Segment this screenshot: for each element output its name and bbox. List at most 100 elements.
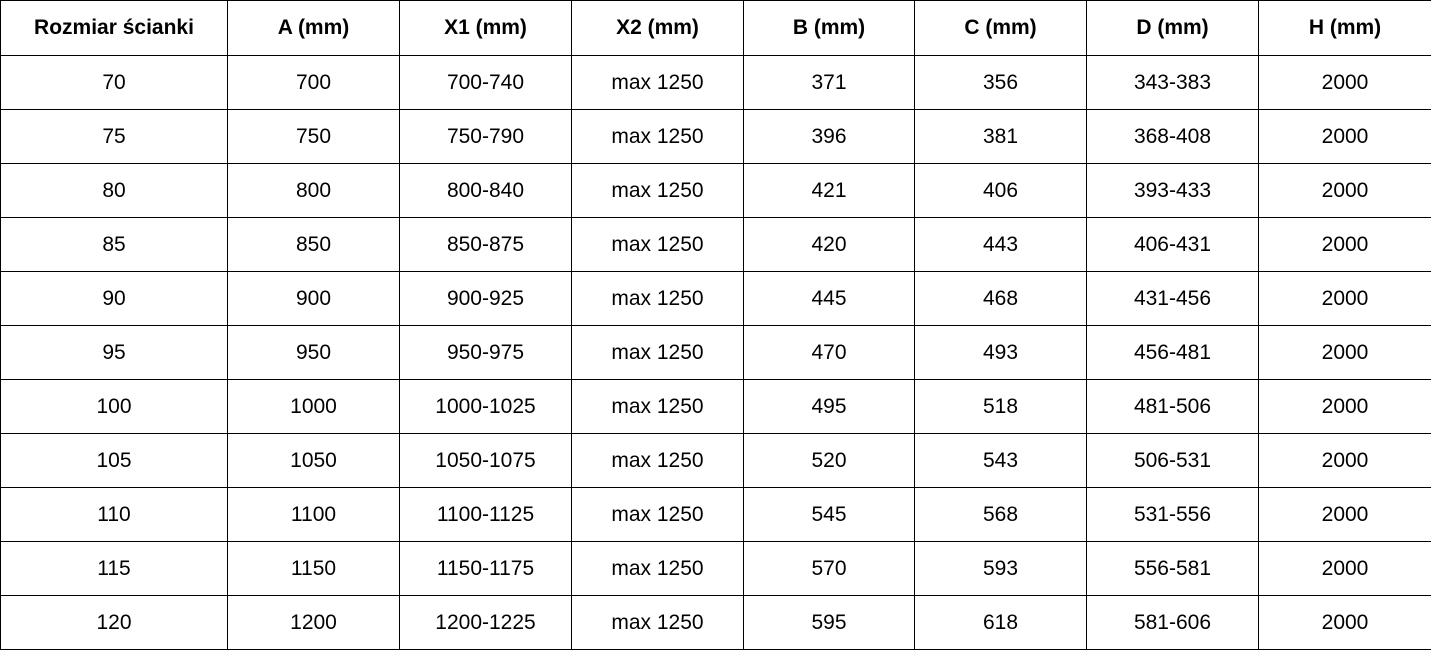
table-cell: 70: [1, 56, 228, 110]
table-cell: 1100-1125: [400, 488, 572, 542]
table-cell: 1150-1175: [400, 542, 572, 596]
column-header: Rozmiar ścianki: [1, 1, 228, 56]
column-header: H (mm): [1259, 1, 1431, 56]
table-cell: 85: [1, 218, 228, 272]
table-cell: max 1250: [572, 596, 744, 650]
table-cell: 2000: [1259, 434, 1431, 488]
table-cell: 100: [1, 380, 228, 434]
table-cell: 495: [744, 380, 915, 434]
table-cell: 2000: [1259, 164, 1431, 218]
table-cell: 950: [228, 326, 400, 380]
table-cell: 105: [1, 434, 228, 488]
table-cell: max 1250: [572, 164, 744, 218]
table-cell: 2000: [1259, 596, 1431, 650]
table-cell: max 1250: [572, 218, 744, 272]
table-cell: 1000: [228, 380, 400, 434]
table-cell: max 1250: [572, 434, 744, 488]
table-cell: 556-581: [1087, 542, 1259, 596]
table-cell: 406: [915, 164, 1087, 218]
table-cell: 700: [228, 56, 400, 110]
column-header: D (mm): [1087, 1, 1259, 56]
table-cell: 2000: [1259, 326, 1431, 380]
table-cell: 1000-1025: [400, 380, 572, 434]
table-cell: 520: [744, 434, 915, 488]
table-cell: 120: [1, 596, 228, 650]
table-cell: max 1250: [572, 542, 744, 596]
table-cell: 2000: [1259, 56, 1431, 110]
table-cell: max 1250: [572, 380, 744, 434]
table-cell: 445: [744, 272, 915, 326]
table-cell: 396: [744, 110, 915, 164]
table-cell: 800: [228, 164, 400, 218]
table-cell: 593: [915, 542, 1087, 596]
table-cell: 581-606: [1087, 596, 1259, 650]
table-cell: 950-975: [400, 326, 572, 380]
column-header: C (mm): [915, 1, 1087, 56]
table-cell: 2000: [1259, 272, 1431, 326]
table-cell: max 1250: [572, 488, 744, 542]
table-cell: 75: [1, 110, 228, 164]
table-cell: 1050: [228, 434, 400, 488]
table-cell: 2000: [1259, 488, 1431, 542]
table-cell: 443: [915, 218, 1087, 272]
table-cell: 1200-1225: [400, 596, 572, 650]
table-cell: 1200: [228, 596, 400, 650]
table-cell: max 1250: [572, 56, 744, 110]
table-cell: 506-531: [1087, 434, 1259, 488]
table-cell: 431-456: [1087, 272, 1259, 326]
table-cell: 2000: [1259, 542, 1431, 596]
table-cell: 595: [744, 596, 915, 650]
table-cell: 900: [228, 272, 400, 326]
table-cell: 518: [915, 380, 1087, 434]
table-cell: 543: [915, 434, 1087, 488]
column-header: B (mm): [744, 1, 915, 56]
table-cell: 481-506: [1087, 380, 1259, 434]
table-cell: 1150: [228, 542, 400, 596]
table-cell: 618: [915, 596, 1087, 650]
table-cell: 470: [744, 326, 915, 380]
table-cell: 2000: [1259, 218, 1431, 272]
table-cell: 700-740: [400, 56, 572, 110]
table-cell: 406-431: [1087, 218, 1259, 272]
table-cell: 371: [744, 56, 915, 110]
table-cell: max 1250: [572, 326, 744, 380]
table-cell: 545: [744, 488, 915, 542]
table-cell: 750: [228, 110, 400, 164]
table-cell: 95: [1, 326, 228, 380]
table-cell: 531-556: [1087, 488, 1259, 542]
table-cell: 800-840: [400, 164, 572, 218]
table-cell: 90: [1, 272, 228, 326]
column-header: X2 (mm): [572, 1, 744, 56]
table-cell: 850: [228, 218, 400, 272]
table-cell: 356: [915, 56, 1087, 110]
table-cell: 468: [915, 272, 1087, 326]
table-cell: 80: [1, 164, 228, 218]
table-cell: 420: [744, 218, 915, 272]
table-cell: 421: [744, 164, 915, 218]
table-cell: 115: [1, 542, 228, 596]
table-cell: 1050-1075: [400, 434, 572, 488]
table-cell: 568: [915, 488, 1087, 542]
table-cell: max 1250: [572, 110, 744, 164]
table-cell: 2000: [1259, 110, 1431, 164]
table-cell: 2000: [1259, 380, 1431, 434]
column-header: A (mm): [228, 1, 400, 56]
table-cell: 570: [744, 542, 915, 596]
table-cell: 1100: [228, 488, 400, 542]
table-cell: 343-383: [1087, 56, 1259, 110]
table-cell: 493: [915, 326, 1087, 380]
table-cell: 393-433: [1087, 164, 1259, 218]
